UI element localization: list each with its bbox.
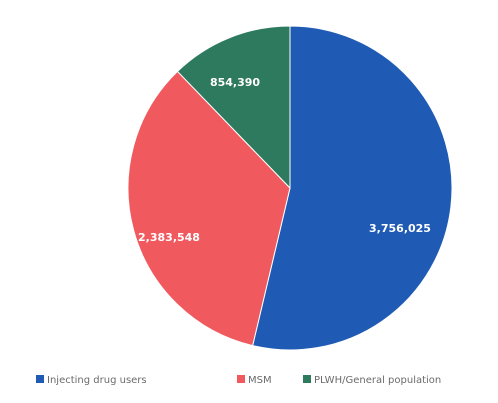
pie-slice-2 xyxy=(176,25,291,190)
slice-label-2: 854,390 xyxy=(210,76,260,89)
legend: Injecting drug users MSM PLWH/General popu… xyxy=(36,375,441,386)
legend-swatch-0 xyxy=(36,375,44,383)
pie-slice-1 xyxy=(127,70,291,347)
pie-slices xyxy=(127,25,453,351)
legend-swatch-1 xyxy=(237,375,245,383)
legend-label-2: PLWH/General population xyxy=(314,375,441,386)
pie-slice-0 xyxy=(252,25,453,351)
legend-label-0: Injecting drug users xyxy=(47,375,147,386)
legend-swatch-2 xyxy=(303,375,311,383)
slice-label-0: 3,756,025 xyxy=(369,222,431,235)
slice-labels: 3,756,025 2,383,548 854,390 xyxy=(138,76,431,244)
legend-label-1: MSM xyxy=(248,375,272,386)
slice-label-1: 2,383,548 xyxy=(138,231,200,244)
